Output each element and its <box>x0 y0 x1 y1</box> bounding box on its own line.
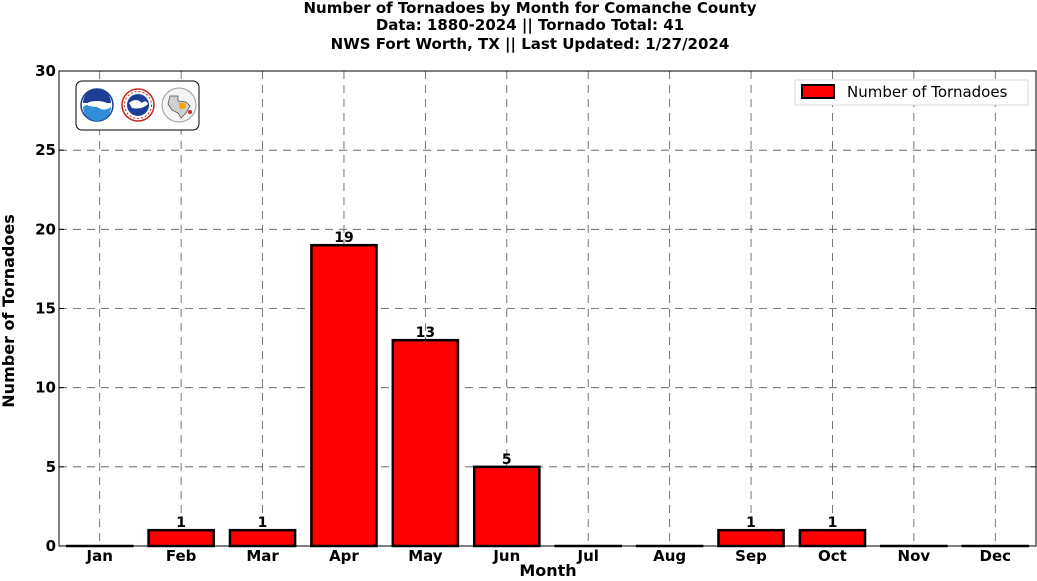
x-tick-label: Sep <box>735 547 767 565</box>
noaa-logo <box>80 88 114 122</box>
y-tick-label: 10 <box>35 379 56 397</box>
y-axis-title: Number of Tornadoes <box>0 214 18 407</box>
x-tick-label: Mar <box>246 547 279 565</box>
x-tick-label: Oct <box>818 547 847 565</box>
bar-value-label: 1 <box>176 515 186 531</box>
bars <box>65 243 1030 548</box>
bar-feb <box>147 528 215 548</box>
y-tick-label: 5 <box>46 458 56 476</box>
bar-value-label: 1 <box>746 515 756 531</box>
bar-mar <box>228 528 297 548</box>
nws-fort-worth-texas-logo <box>161 87 197 123</box>
y-tick-label: 15 <box>35 300 56 318</box>
national-weather-service-logo <box>121 88 155 122</box>
x-axis-title: Month <box>519 561 576 580</box>
legend: Number of Tornadoes <box>794 79 1029 106</box>
bar-oct <box>798 528 867 548</box>
bar-value-label: 19 <box>334 230 353 246</box>
logo-box <box>75 80 200 131</box>
x-tick-label: Aug <box>653 547 686 565</box>
grid <box>59 70 1036 547</box>
y-tick-label: 0 <box>46 537 56 555</box>
bar-may <box>391 338 460 548</box>
y-tick-label: 30 <box>35 62 56 80</box>
y-tick-label: 25 <box>35 141 56 159</box>
chart-title-line-2: Data: 1880-2024 || Tornado Total: 41 <box>375 16 685 34</box>
bar-apr <box>310 243 378 548</box>
chart-title-line-3: NWS Fort Worth, TX || Last Updated: 1/27… <box>330 35 730 53</box>
bar-value-label: 5 <box>502 452 512 468</box>
data-labels: 1 1 19 13 5 1 1 <box>176 230 837 531</box>
legend-label: Number of Tornadoes <box>847 83 1008 101</box>
x-tick-label: Jul <box>577 547 599 565</box>
x-tick-label: Apr <box>329 547 359 565</box>
bar-value-label: 1 <box>258 515 268 531</box>
x-tick-label: Nov <box>898 547 931 565</box>
legend-swatch <box>801 84 835 99</box>
x-tick-label: May <box>408 547 443 565</box>
plot-frame <box>58 70 1037 547</box>
bar-value-label: 13 <box>416 325 435 341</box>
bar-value-label: 1 <box>828 515 838 531</box>
chart-title-line-1: Number of Tornadoes by Month for Comanch… <box>303 0 757 17</box>
x-tick-label: Feb <box>166 547 197 565</box>
x-tick-label: Dec <box>980 547 1012 565</box>
bar-jun <box>472 465 541 548</box>
x-tick-label: Jan <box>86 547 113 565</box>
y-tick-label: 20 <box>35 220 56 238</box>
x-tick-label: Jun <box>492 547 520 565</box>
bar-sep <box>717 528 785 548</box>
